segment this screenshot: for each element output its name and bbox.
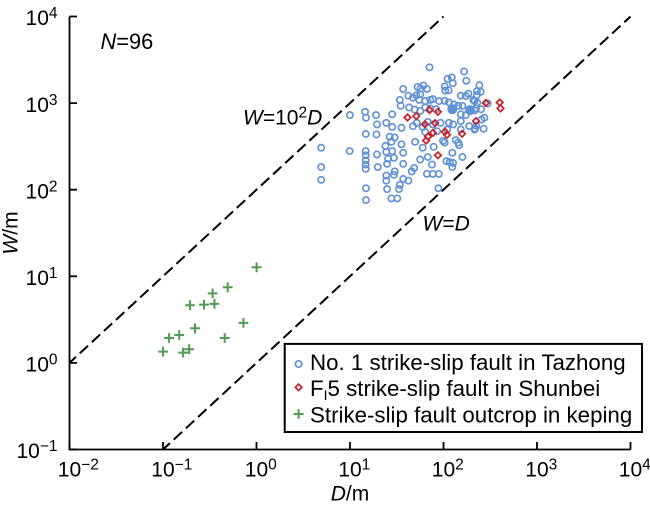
svg-text:FI5 strike-slip fault in Shunb: FI5 strike-slip fault in Shunbei (310, 376, 600, 403)
svg-text:Strike-slip fault outcrop in k: Strike-slip fault outcrop in keping (310, 402, 632, 427)
svg-text:W=102D: W=102D (243, 105, 322, 130)
svg-text:N=96: N=96 (101, 29, 154, 54)
svg-text:D/m: D/m (331, 483, 370, 506)
svg-text:W=D: W=D (423, 213, 470, 236)
svg-text:10−2: 10−2 (58, 457, 99, 482)
svg-text:No. 1 strike-slip fault in Taz: No. 1 strike-slip fault in Tazhong (310, 350, 626, 375)
svg-text:W/m: W/m (0, 211, 23, 254)
